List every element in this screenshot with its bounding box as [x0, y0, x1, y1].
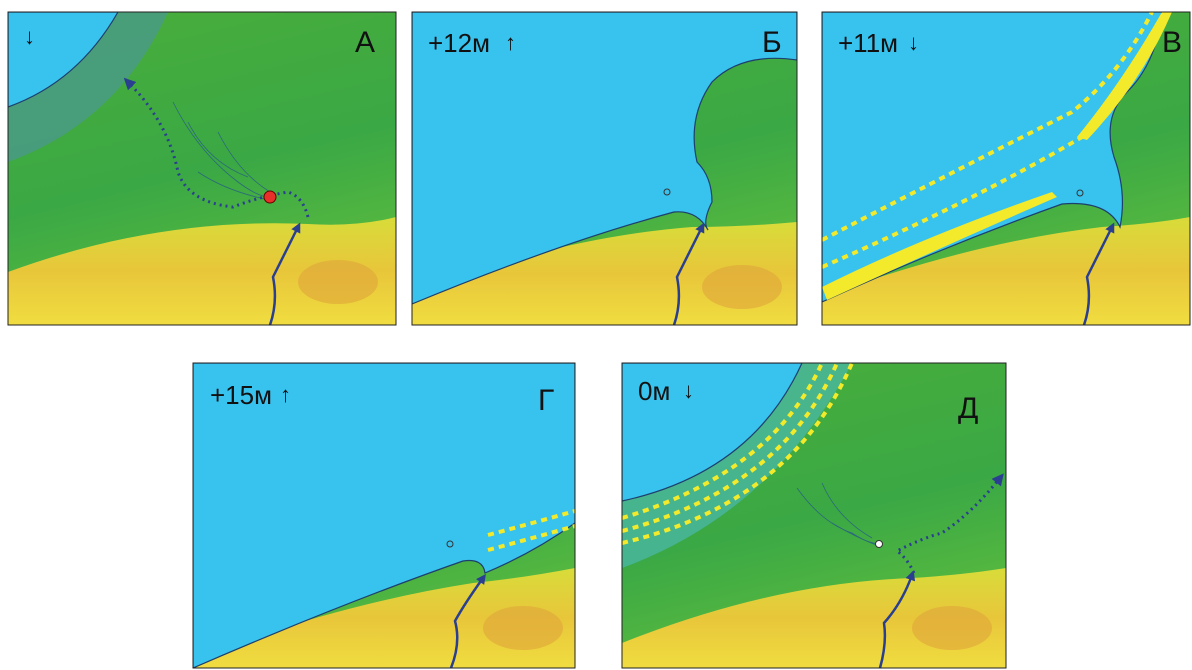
- panel-frame: [7, 11, 397, 326]
- panel-letter: А: [355, 26, 375, 59]
- direction: ↑: [280, 382, 291, 407]
- panel-frame: [411, 11, 798, 326]
- panel-frame: [821, 11, 1191, 326]
- level: 0м: [638, 376, 670, 406]
- panel-frame: [192, 362, 576, 669]
- level: +15м: [210, 380, 272, 410]
- panel-b: [412, 12, 797, 325]
- direction: ↑: [505, 30, 516, 55]
- panel-frame: [621, 362, 1007, 669]
- panel-letter: Б: [762, 26, 782, 59]
- direction: ↓: [908, 30, 919, 55]
- panel-e: [622, 363, 1006, 668]
- panel-letter: Д: [958, 392, 978, 425]
- panel-a: [8, 12, 396, 325]
- panel-d: [193, 363, 575, 668]
- panel-c: [822, 12, 1190, 325]
- panel-letter: Г: [538, 384, 554, 417]
- panel-letter: В: [1162, 26, 1182, 59]
- level: +11м: [838, 28, 898, 58]
- level: +12м: [428, 28, 490, 58]
- direction: ↓: [24, 24, 35, 49]
- direction: ↓: [683, 378, 694, 403]
